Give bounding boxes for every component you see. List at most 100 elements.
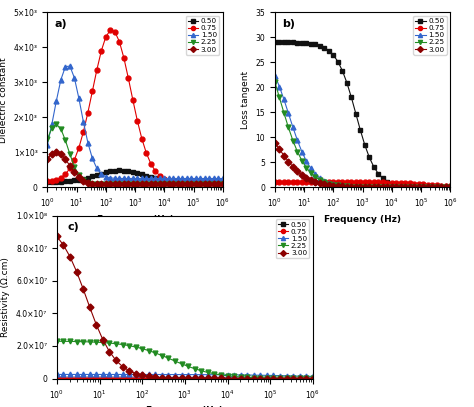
0.75 [119, 376, 125, 381]
1.50 [402, 185, 408, 190]
1.50 [290, 125, 296, 130]
2.25 [447, 185, 453, 190]
1.50 [326, 180, 332, 185]
1.50 [165, 372, 171, 377]
3.00 [317, 181, 323, 186]
0.75 [398, 180, 404, 185]
0.75 [312, 180, 318, 185]
0.50 [348, 95, 354, 100]
3.00 [81, 178, 86, 183]
1.50 [284, 373, 290, 378]
0.75 [175, 179, 181, 184]
2.25 [211, 371, 217, 376]
1.50 [54, 98, 59, 103]
1.50 [393, 185, 399, 190]
0.50 [384, 179, 390, 184]
2.25 [398, 185, 404, 190]
0.50 [87, 376, 92, 381]
0.50 [211, 376, 217, 381]
0.75 [135, 118, 140, 123]
2.25 [74, 339, 80, 344]
3.00 [180, 182, 185, 187]
3.00 [371, 185, 377, 190]
0.50 [238, 376, 244, 381]
2.25 [384, 185, 390, 190]
3.00 [159, 375, 165, 380]
0.75 [54, 177, 59, 182]
1.50 [54, 372, 60, 377]
Y-axis label: Resistivity (Ω.cm): Resistivity (Ω.cm) [1, 257, 10, 337]
Text: c): c) [67, 222, 79, 232]
1.50 [297, 374, 302, 379]
1.50 [335, 183, 341, 188]
Line: 1.50: 1.50 [273, 73, 453, 190]
0.50 [264, 376, 270, 381]
2.25 [362, 184, 368, 189]
2.25 [193, 182, 199, 187]
1.50 [189, 176, 194, 181]
0.75 [393, 180, 399, 185]
0.50 [310, 376, 316, 381]
2.25 [299, 158, 305, 163]
1.50 [375, 185, 381, 190]
3.00 [211, 182, 217, 187]
0.50 [299, 40, 305, 45]
1.50 [211, 372, 217, 377]
0.75 [193, 179, 199, 184]
0.50 [45, 179, 50, 184]
0.75 [162, 176, 167, 181]
1.50 [411, 185, 417, 190]
0.50 [326, 48, 332, 53]
X-axis label: Frequency (Hz): Frequency (Hz) [324, 215, 401, 224]
0.50 [165, 376, 171, 381]
2.25 [284, 376, 290, 381]
3.00 [87, 305, 92, 310]
2.25 [438, 185, 444, 190]
2.25 [175, 182, 181, 187]
2.25 [310, 376, 316, 381]
3.00 [434, 185, 440, 190]
1.50 [76, 96, 82, 101]
0.50 [202, 179, 208, 184]
1.50 [389, 185, 395, 190]
2.25 [312, 175, 318, 179]
0.75 [180, 179, 185, 184]
1.50 [429, 185, 435, 190]
0.50 [133, 376, 138, 381]
1.50 [100, 372, 106, 377]
3.00 [58, 152, 64, 157]
0.50 [192, 376, 198, 381]
3.00 [172, 376, 178, 381]
0.50 [103, 170, 109, 175]
1.50 [58, 77, 64, 82]
1.50 [185, 372, 191, 377]
1.50 [139, 176, 145, 181]
0.75 [257, 376, 263, 381]
1.50 [180, 176, 185, 181]
1.50 [148, 176, 154, 181]
2.25 [317, 177, 323, 182]
2.25 [344, 184, 350, 189]
0.50 [411, 184, 417, 189]
3.00 [108, 182, 113, 187]
0.50 [90, 174, 95, 179]
3.00 [429, 185, 435, 190]
0.75 [362, 180, 368, 185]
1.50 [339, 184, 345, 188]
0.50 [54, 179, 59, 184]
Line: 0.75: 0.75 [273, 180, 453, 188]
2.25 [321, 179, 327, 184]
1.50 [216, 176, 221, 181]
1.50 [157, 176, 163, 181]
0.75 [198, 179, 203, 184]
0.75 [63, 172, 68, 177]
2.25 [153, 350, 158, 355]
2.25 [225, 373, 230, 378]
Line: 3.00: 3.00 [45, 150, 225, 187]
0.75 [429, 182, 435, 187]
1.50 [80, 372, 86, 377]
0.75 [384, 180, 390, 185]
0.50 [171, 179, 176, 184]
2.25 [90, 182, 95, 186]
0.75 [411, 181, 417, 186]
